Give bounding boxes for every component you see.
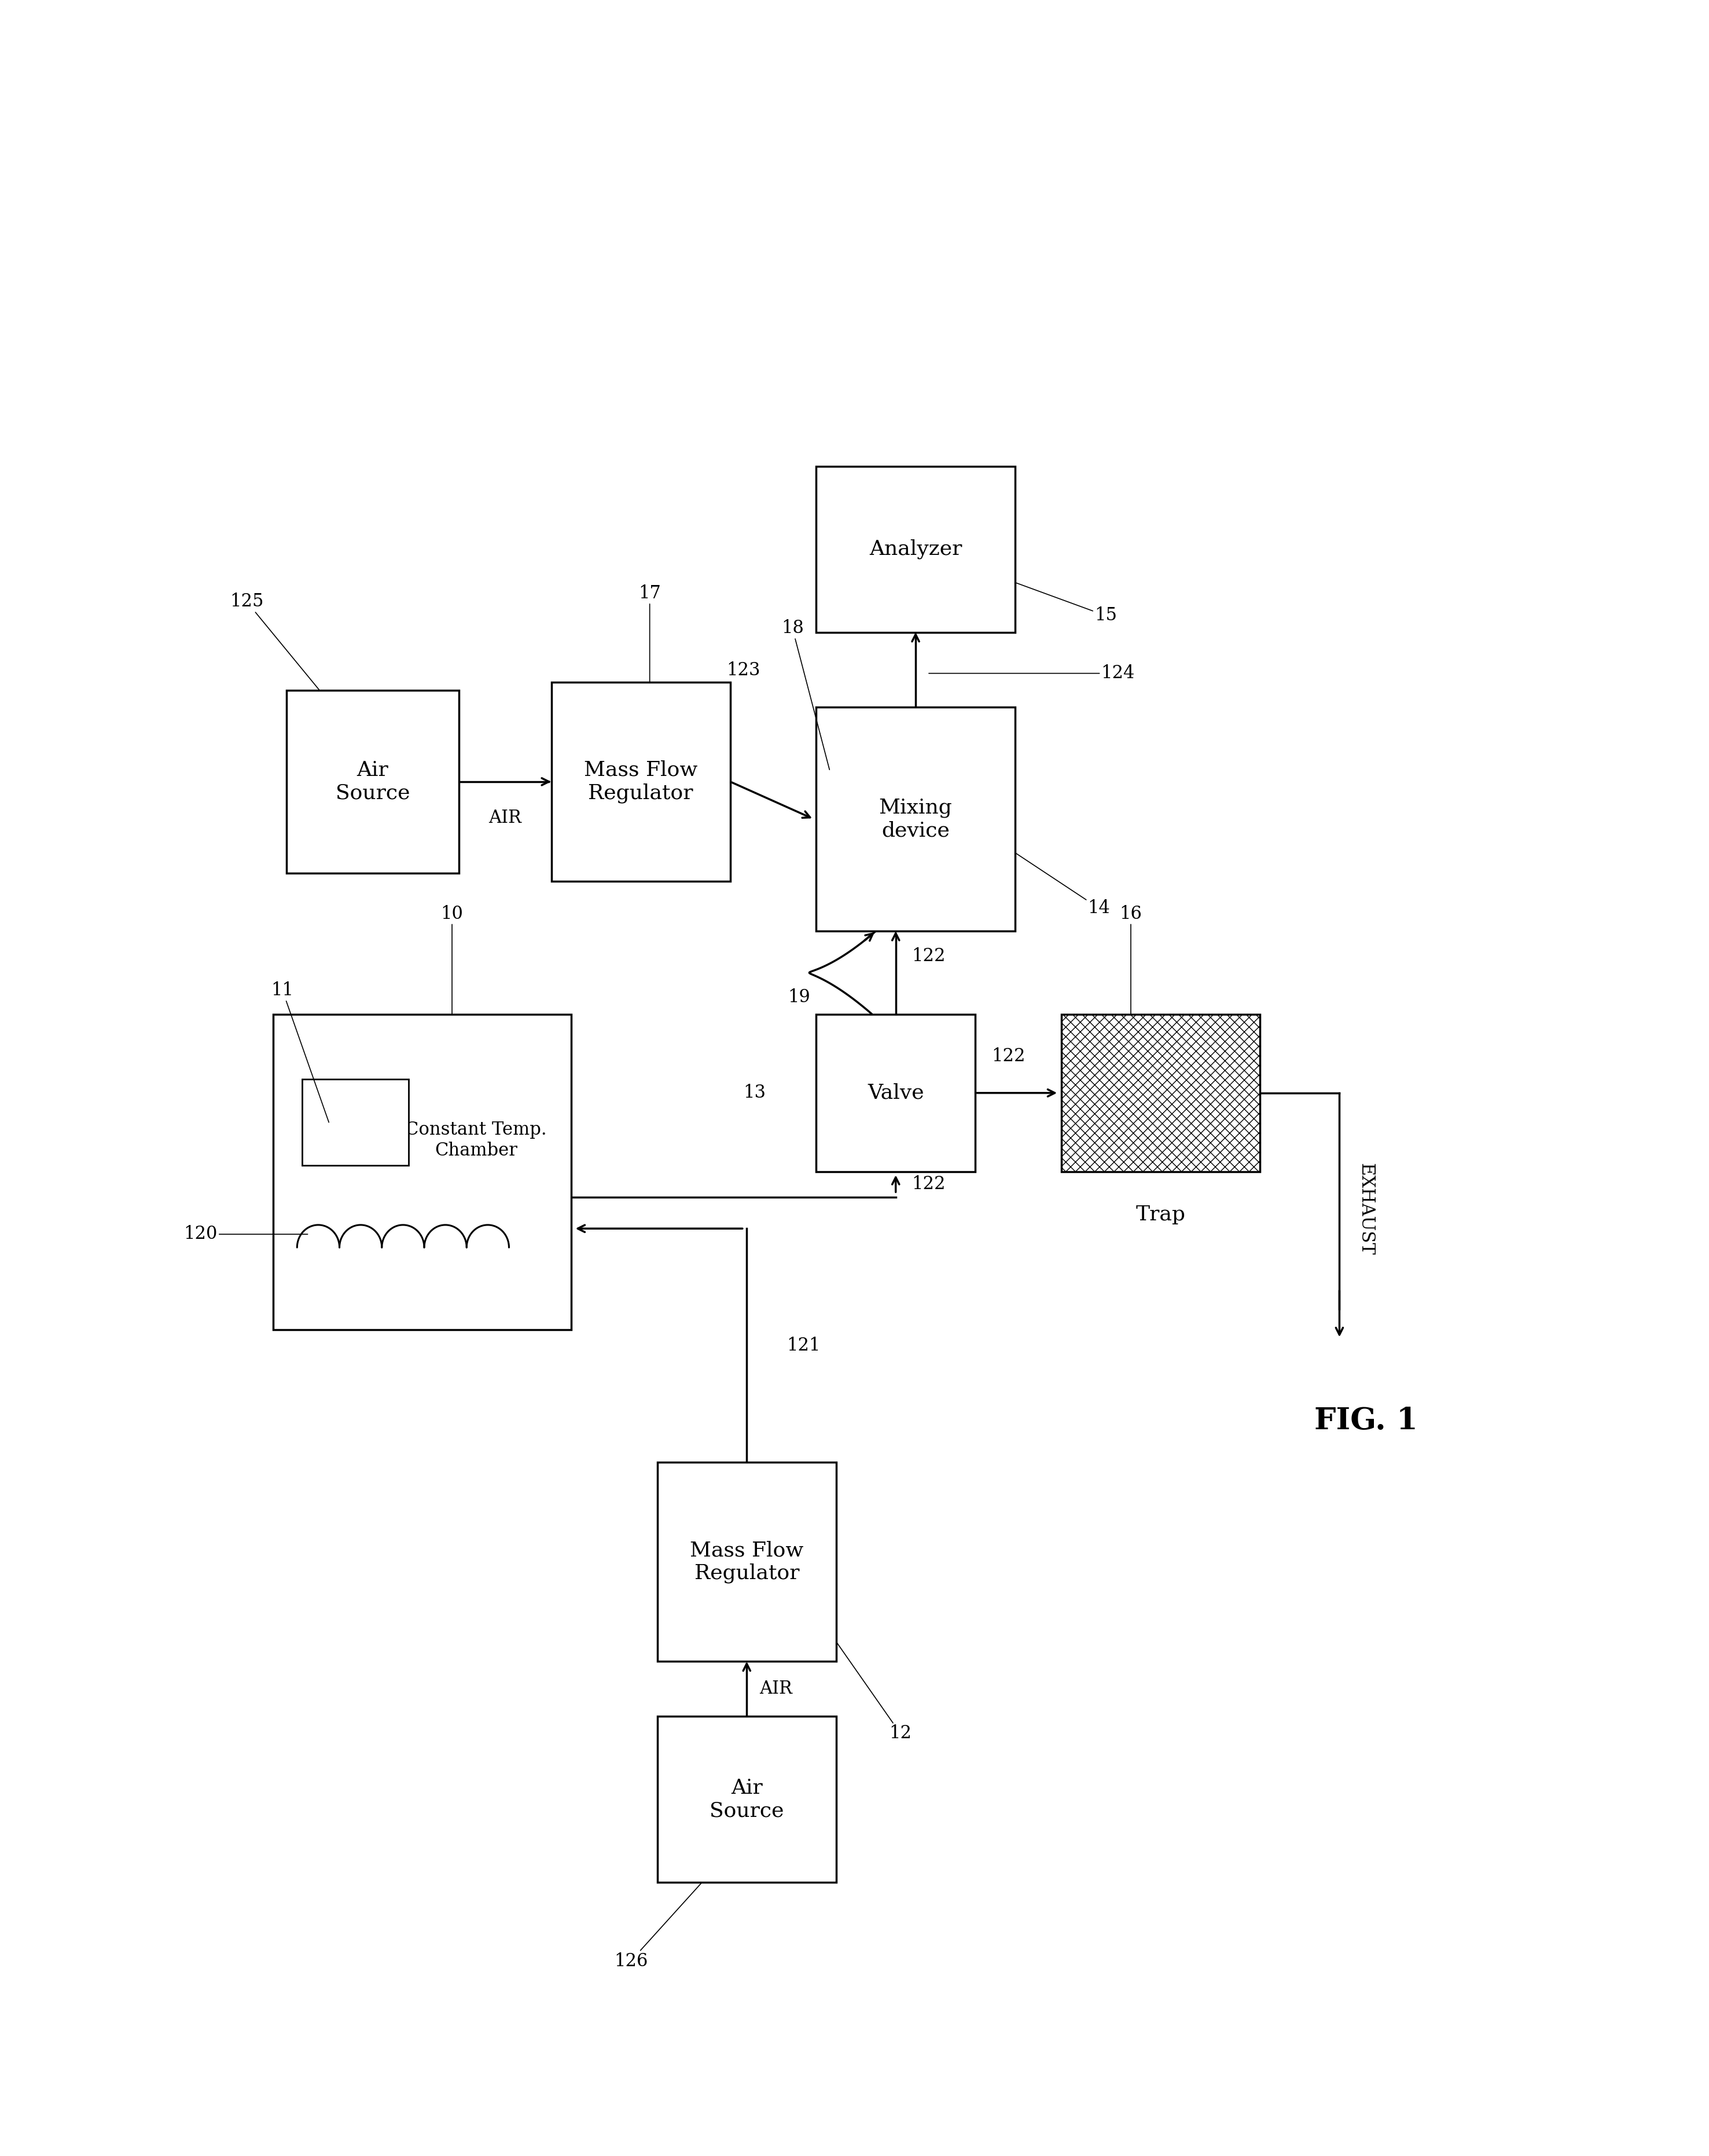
FancyBboxPatch shape bbox=[552, 681, 730, 882]
Text: 19: 19 bbox=[788, 987, 810, 1007]
Text: AIR: AIR bbox=[489, 808, 521, 828]
Text: 123: 123 bbox=[726, 662, 761, 679]
Text: 126: 126 bbox=[614, 1882, 702, 1971]
Text: 14: 14 bbox=[1015, 852, 1111, 916]
FancyBboxPatch shape bbox=[273, 1013, 571, 1330]
Text: Constant Temp.
Chamber: Constant Temp. Chamber bbox=[405, 1121, 547, 1160]
Text: Mass Flow
Regulator: Mass Flow Regulator bbox=[584, 761, 697, 802]
FancyBboxPatch shape bbox=[287, 690, 458, 873]
Text: 16: 16 bbox=[1119, 906, 1142, 1013]
Text: Trap: Trap bbox=[1136, 1205, 1186, 1225]
FancyBboxPatch shape bbox=[817, 1013, 976, 1173]
Text: 10: 10 bbox=[441, 906, 463, 1013]
Text: 124: 124 bbox=[930, 664, 1135, 681]
Text: 13: 13 bbox=[743, 1084, 766, 1102]
Text: 120: 120 bbox=[185, 1225, 308, 1244]
Text: Mixing
device: Mixing device bbox=[878, 798, 952, 841]
Text: 122: 122 bbox=[913, 946, 945, 966]
Text: Air
Source: Air Source bbox=[335, 761, 410, 802]
Text: 11: 11 bbox=[272, 981, 328, 1123]
Text: Mass Flow
Regulator: Mass Flow Regulator bbox=[690, 1542, 803, 1583]
Text: 12: 12 bbox=[836, 1641, 911, 1742]
Text: 121: 121 bbox=[786, 1337, 820, 1354]
Text: Valve: Valve bbox=[868, 1082, 925, 1102]
Text: AIR: AIR bbox=[759, 1680, 793, 1699]
FancyBboxPatch shape bbox=[1061, 1013, 1260, 1173]
FancyBboxPatch shape bbox=[817, 466, 1015, 632]
Text: Analyzer: Analyzer bbox=[870, 539, 962, 558]
Text: EXHAUST: EXHAUST bbox=[1357, 1162, 1374, 1255]
Text: 17: 17 bbox=[639, 584, 661, 681]
Text: Air
Source: Air Source bbox=[709, 1779, 784, 1820]
Text: 122: 122 bbox=[991, 1048, 1025, 1065]
FancyBboxPatch shape bbox=[658, 1716, 836, 1882]
FancyBboxPatch shape bbox=[817, 707, 1015, 931]
FancyBboxPatch shape bbox=[658, 1462, 836, 1662]
Text: 125: 125 bbox=[229, 593, 320, 690]
Text: 15: 15 bbox=[1015, 582, 1118, 625]
Text: 18: 18 bbox=[781, 619, 829, 770]
Text: 122: 122 bbox=[913, 1175, 945, 1194]
Text: FIG. 1: FIG. 1 bbox=[1314, 1406, 1418, 1436]
FancyBboxPatch shape bbox=[302, 1080, 408, 1166]
